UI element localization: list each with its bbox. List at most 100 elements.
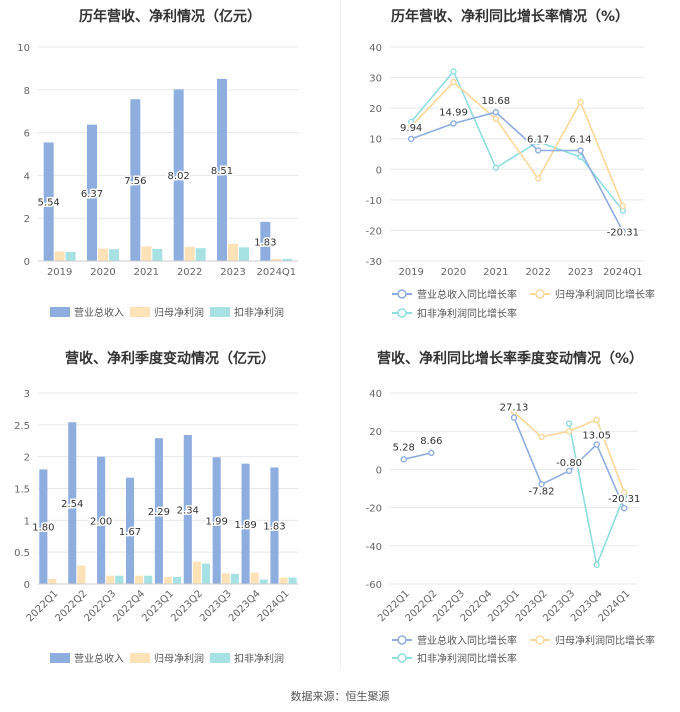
bar-revenue [125,477,135,584]
data-point [534,175,542,182]
chart-title: 营收、净利季度变动情况（亿元） [65,351,275,367]
y-tick-label: -20 [366,226,382,237]
data-point [538,433,545,441]
bar-deducted-profit [144,575,153,584]
bar-net-profit [271,258,282,261]
bar-revenue [183,435,192,584]
x-tick-label: 2024Q1 [603,267,643,278]
legend-marker [397,308,407,318]
x-tick-label: 2022 [525,267,550,278]
y-tick-label: 10 [17,43,30,54]
bar-deducted-profit [259,579,268,584]
data-point [407,135,415,143]
y-tick-label: 0.5 [14,548,30,559]
y-tick-label: 40 [369,43,382,54]
chart-svg: 0 2 4 6 8 10 2019 2020 2021 2022 2023 2024Q1 5.54 6.3… [17,43,298,319]
bar-net-profit [48,578,57,584]
data-label: 1.67 [119,527,141,538]
data-point [621,504,628,512]
bar-revenue [68,422,77,584]
y-tick-label: 8 [24,86,30,97]
legend-swatch [210,653,230,663]
bar-revenue [154,438,163,584]
y-tick-label: -20 [366,504,382,515]
legend-swatch [210,307,230,317]
bar-revenue [39,469,48,584]
data-point [450,120,457,127]
bar-deducted-profit [173,576,182,584]
data-point [565,427,573,435]
bar-net-profit [279,577,288,584]
data-label: 6.14 [569,135,591,146]
bar-revenue [87,124,97,261]
data-point [621,489,628,496]
data-point [534,147,542,154]
bar-net-profit [141,246,152,261]
y-tick-label: 2.5 [14,421,30,432]
y-tick-label: 30 [369,74,382,85]
bar-net-profit [250,572,259,584]
y-tick-label: 10 [369,135,382,146]
data-label: 13.05 [582,430,611,441]
x-tick-label: 2020 [90,267,115,278]
data-point [565,467,573,475]
legend-marker [535,289,545,299]
x-tick-label: 2021 [134,267,159,278]
data-label: 6.37 [81,189,103,200]
bar-net-profit [192,561,201,584]
data-point [593,441,600,448]
y-tick-label: 4 [24,171,30,182]
bar-net-profit [184,246,195,261]
legend-swatch [50,307,70,317]
y-tick-label: 1.5 [14,485,30,496]
series-line-revenue [410,111,624,232]
legend-label: 扣非净利润 [234,652,284,665]
legend-marker [397,289,407,299]
data-label: 1.83 [254,237,276,248]
series-line-revenue [403,452,432,461]
legend-label: 归母净利润同比增长率 [555,288,655,301]
data-source: 数据来源：恒生聚源 [290,690,390,703]
y-tick-label: 0 [376,165,382,176]
y-tick-label: 0 [376,465,382,476]
data-label: 1.83 [263,522,285,533]
bar-revenue [217,78,227,261]
bar-deducted-profit [288,577,297,584]
data-point [450,78,457,86]
bar-revenue [270,467,279,584]
data-label: 5.54 [38,198,60,209]
data-label: 8.02 [168,171,190,182]
y-tick-label: 20 [369,427,382,438]
y-tick-label: 1 [24,516,30,527]
data-point [450,68,457,75]
bar-revenue [212,457,221,584]
data-label: -20.31 [608,494,640,505]
data-label: 2.34 [177,506,199,517]
y-tick-label: -60 [366,580,382,591]
x-tick-label: 2021 [483,267,508,278]
data-point [492,164,500,171]
legend-label: 归母净利润 [154,652,204,665]
data-label: 7.56 [124,176,146,187]
chart-title: 营收、净利同比增长率季度变动情况（%） [376,351,644,367]
bar-revenue [130,99,141,261]
x-tick-label: 2024Q1 [256,588,292,624]
data-point [492,115,500,123]
bar-net-profit [54,251,65,261]
series-line-net-profit [410,81,624,207]
annual-growth-rate-chart: 历年营收、净利同比增长率情况（%） -30 -20 -10 0 10 20 30 40 2019… [340,0,680,335]
legend-label: 营业总收入 [74,652,124,665]
legend-marker [397,653,407,663]
legend-label: 归母净利润 [154,306,204,319]
bar-revenue [173,89,184,261]
data-label: -7.82 [529,486,555,497]
x-tick-label: 2023 [220,267,245,278]
data-label: 9.94 [400,123,422,134]
chart-title: 历年营收、净利情况（亿元） [79,9,261,25]
bar-net-profit [98,248,108,261]
legend-swatch [130,653,150,663]
y-tick-label: 0 [24,580,30,591]
y-tick-label: -30 [366,257,382,268]
data-point [492,108,500,116]
bar-revenue [97,456,106,584]
